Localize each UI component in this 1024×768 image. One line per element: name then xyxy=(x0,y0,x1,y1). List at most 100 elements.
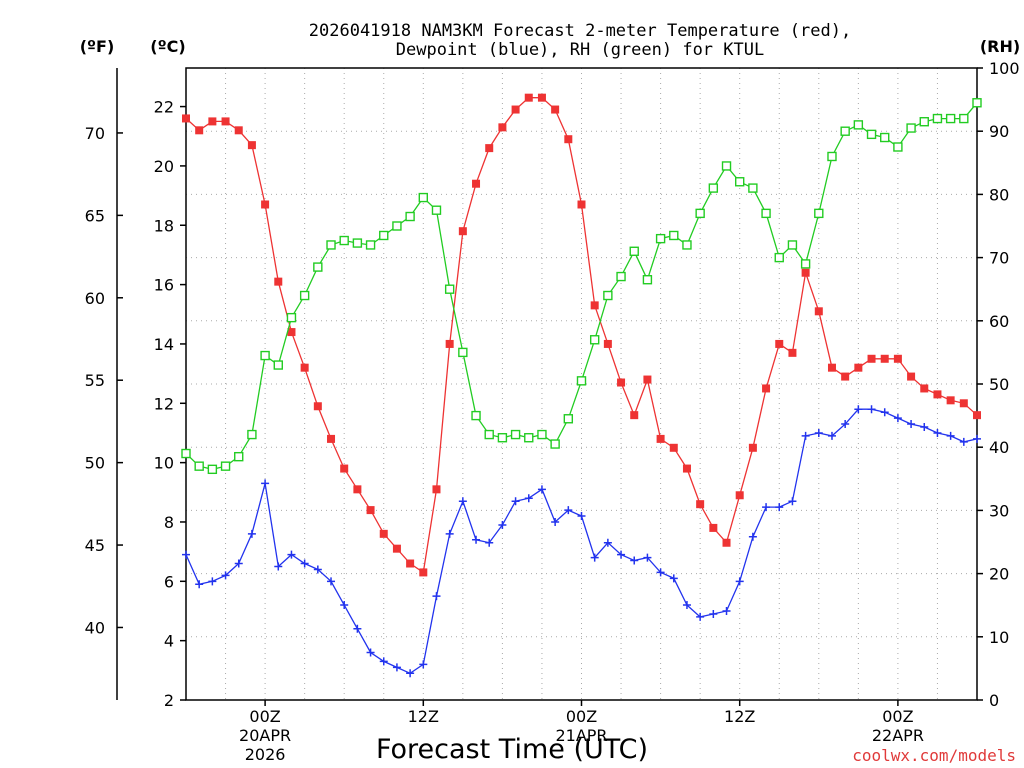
rh-point xyxy=(471,410,481,421)
temperature-point xyxy=(603,339,612,348)
rh-point xyxy=(299,290,310,301)
rh-point xyxy=(563,414,574,424)
dewpoint-point xyxy=(973,434,981,443)
rh-point xyxy=(945,113,956,124)
dewpoint-point xyxy=(709,609,718,618)
rh-point xyxy=(682,240,692,250)
temperature-point xyxy=(590,301,599,310)
dewpoint-point xyxy=(261,479,270,488)
rh-point xyxy=(603,290,613,301)
celsius-tick-label: 16 xyxy=(154,276,174,295)
dewpoint-point xyxy=(630,556,639,565)
celsius-tick-label: 2 xyxy=(164,691,174,710)
temperature-point xyxy=(735,491,744,500)
rh-point xyxy=(379,230,389,241)
temperature-point xyxy=(762,384,771,393)
rh-point xyxy=(286,312,297,323)
rh-point xyxy=(194,461,204,471)
temperature-point xyxy=(392,544,401,553)
dewpoint-point xyxy=(498,520,507,529)
temperature-point xyxy=(959,399,968,408)
dewpoint-point xyxy=(867,405,876,414)
dewpoint-point xyxy=(827,431,836,440)
dewpoint-point xyxy=(537,485,546,494)
rh-point xyxy=(444,284,455,294)
temperature-point xyxy=(287,328,296,337)
temperature-point xyxy=(643,375,652,384)
rh-point xyxy=(840,126,850,136)
temperature-point xyxy=(617,378,626,387)
rh-point xyxy=(260,350,270,361)
rh-point xyxy=(576,376,587,386)
temperature-point xyxy=(656,434,665,443)
rh-point xyxy=(616,271,626,282)
dewpoint-point xyxy=(182,550,190,559)
celsius-tick-label: 8 xyxy=(164,513,174,532)
temperature-point xyxy=(867,354,876,363)
temperature-point xyxy=(748,443,757,452)
temperature-point xyxy=(327,434,336,443)
dewpoint-point xyxy=(472,535,481,544)
rh-point xyxy=(589,335,600,345)
dewpoint-point xyxy=(643,553,652,562)
temperature-point xyxy=(221,117,230,126)
rh-point xyxy=(234,451,244,462)
rh-point xyxy=(181,448,191,459)
rh-point xyxy=(352,238,363,248)
dewpoint-point xyxy=(617,550,626,559)
temperature-point xyxy=(274,277,283,286)
rh-point xyxy=(959,113,969,124)
dewpoint-point xyxy=(880,408,889,417)
temperature-point xyxy=(182,114,190,123)
dewpoint-point xyxy=(406,669,415,678)
rh-tick-label: 90 xyxy=(989,122,1009,141)
celsius-tick-label: 18 xyxy=(154,216,174,235)
temperature-point xyxy=(709,523,718,532)
rh-point xyxy=(431,205,442,215)
rh-point xyxy=(418,192,428,203)
dewpoint-point xyxy=(814,428,823,437)
temperature-point xyxy=(814,307,823,316)
temperature-point xyxy=(313,402,322,411)
rh-point xyxy=(458,347,468,358)
rh-point xyxy=(313,262,323,272)
rh-point xyxy=(524,433,534,443)
x-tick-label: 12Z xyxy=(724,707,755,726)
temperature-point xyxy=(537,93,546,102)
dewpoint-point xyxy=(933,428,942,437)
rh-point xyxy=(880,132,890,143)
temperature-point xyxy=(933,390,942,399)
x-tick-label: 00Z xyxy=(882,707,913,726)
dewpoint-point xyxy=(775,503,784,512)
dewpoint-point xyxy=(762,503,771,512)
dewpoint-point xyxy=(682,601,691,610)
dewpoint-point xyxy=(379,657,388,666)
celsius-tick-label: 20 xyxy=(154,157,174,176)
rh-point xyxy=(405,211,415,222)
rh-point xyxy=(392,221,402,231)
temperature-point xyxy=(511,105,520,114)
series-layer xyxy=(181,93,982,678)
rh-point xyxy=(326,240,336,250)
rh-point xyxy=(497,433,508,443)
dewpoint-point xyxy=(841,420,850,429)
dewpoint-point xyxy=(524,494,533,503)
temperature-point xyxy=(564,135,573,144)
temperature-point xyxy=(300,363,309,372)
rh-point xyxy=(537,429,547,440)
rh-point xyxy=(655,233,666,244)
rh-tick-label: 60 xyxy=(989,312,1009,331)
temperature-point xyxy=(432,485,441,494)
temperature-point xyxy=(775,339,784,348)
rh-point xyxy=(774,252,784,263)
temperature-point xyxy=(406,559,415,568)
temperature-point xyxy=(854,363,863,372)
x-tick-date: 22APR xyxy=(872,726,924,745)
dewpoint-point xyxy=(274,562,283,571)
x-tick-date: 21APR xyxy=(555,726,607,745)
fahrenheit-tick-label: 60 xyxy=(85,289,105,308)
dewpoint-point xyxy=(577,512,586,521)
celsius-tick-label: 4 xyxy=(164,632,174,651)
rh-point xyxy=(247,429,257,440)
celsius-unit-label: (ºC) xyxy=(150,37,185,56)
